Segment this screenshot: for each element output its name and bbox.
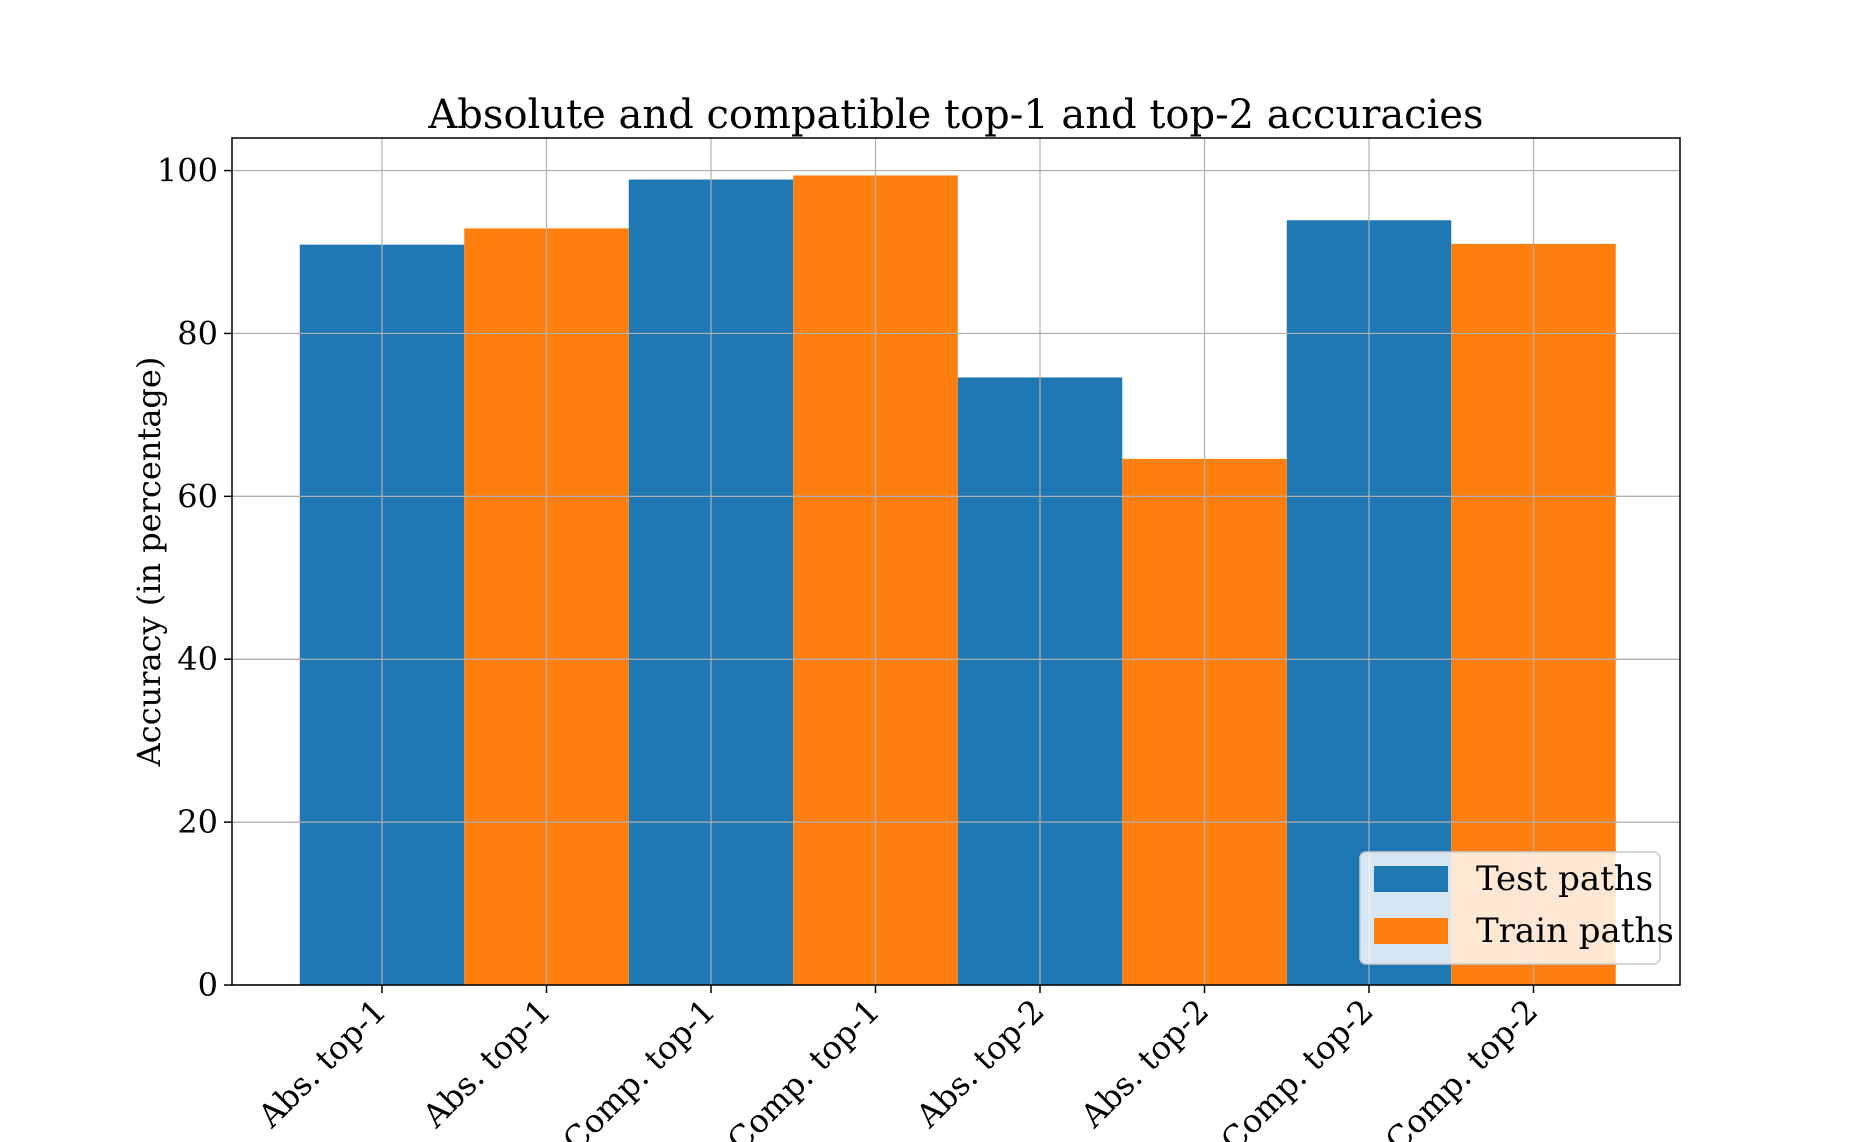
xtick-label: Abs. top-2 <box>908 992 1052 1136</box>
xtick-label: Comp. top-1 <box>720 992 887 1142</box>
xtick-label: Abs. top-1 <box>415 992 559 1136</box>
axes-layer <box>224 137 1681 993</box>
xtick-label: Abs. top-1 <box>250 992 394 1136</box>
ytick-label: 0 <box>198 966 218 1004</box>
chart-title: Absolute and compatible top-1 and top-2 … <box>427 92 1483 138</box>
ytick-label: 20 <box>177 803 218 841</box>
xtick-label: Abs. top-2 <box>1073 992 1217 1136</box>
legend-swatch-test <box>1374 866 1448 892</box>
xtick-label: Comp. top-1 <box>555 992 722 1142</box>
legend: Test paths Train paths <box>1359 851 1674 965</box>
xtick-label: Comp. top-2 <box>1378 992 1545 1142</box>
ytick-label: 100 <box>157 152 218 190</box>
legend-swatch-train <box>1374 918 1448 944</box>
ytick-label: 40 <box>177 640 218 678</box>
y-axis-label: Accuracy (in percentage) <box>130 357 168 768</box>
ytick-label: 60 <box>177 477 218 515</box>
legend-label-train: Train paths <box>1476 911 1674 951</box>
legend-label-test: Test paths <box>1476 859 1653 899</box>
plot-frame <box>231 137 1681 986</box>
ytick-label: 80 <box>177 314 218 352</box>
xtick-label: Comp. top-2 <box>1213 992 1380 1142</box>
